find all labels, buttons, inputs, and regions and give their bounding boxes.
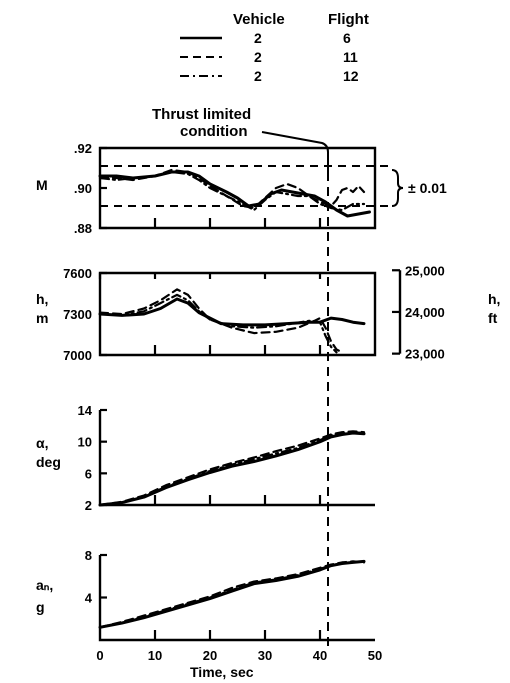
- y-tick-label: 6: [85, 466, 92, 481]
- secondary-tick-label: 23,000: [405, 347, 445, 362]
- secondary-tick-label: 25,000: [405, 263, 445, 278]
- legend-vehicle-value: 2: [254, 49, 262, 65]
- panel-axes: [98, 146, 377, 230]
- y-axis-label: g: [36, 599, 45, 615]
- legend-flight-value: 6: [343, 30, 351, 46]
- x-axis-label: Time, sec: [190, 664, 254, 680]
- y-axis-label: aₙ,: [36, 577, 53, 593]
- y-tick-label: 7600: [63, 266, 92, 281]
- legend-rows: 2 6 2 11 2 12: [180, 30, 359, 84]
- legend-flight-value: 11: [343, 49, 358, 65]
- y-axis-label: α,: [36, 435, 49, 451]
- series-line-flight-11: [98, 288, 344, 354]
- y-tick-label: .90: [74, 181, 92, 196]
- x-tick-label: 30: [258, 648, 272, 663]
- series-line-flight-12: [98, 431, 366, 507]
- x-tick-label: 40: [313, 648, 327, 663]
- panel-axes: [98, 555, 375, 642]
- panel-axes: [98, 271, 377, 357]
- legend-header-vehicle: Vehicle: [233, 11, 285, 28]
- x-tick-label: 50: [368, 648, 382, 663]
- x-tick-label: 20: [203, 648, 217, 663]
- y-tick-label: 2: [85, 498, 92, 513]
- legend-flight-value: 12: [343, 68, 359, 84]
- legend-vehicle-value: 2: [254, 68, 262, 84]
- panel-1: .92 .90 .88 M: [36, 141, 392, 236]
- y-tick-label: 7000: [63, 348, 92, 363]
- annotation-leader-line: [261, 131, 329, 172]
- chart-panels: .92 .90 .88 M 7600 7300 7000 h, m 25,000 24,000 23,…: [36, 141, 500, 642]
- panel-axes: [98, 410, 375, 507]
- band-label: ± 0.01: [408, 180, 447, 196]
- panel-2: 7600 7300 7000 h, m 25,000 24,000 23,000 h, ft: [36, 263, 500, 363]
- band-brace: [391, 169, 404, 207]
- secondary-axis-label: h,: [488, 291, 500, 307]
- panel-3: 14 10 6 2 α, deg: [36, 403, 375, 513]
- secondary-tick-label: 24,000: [405, 305, 445, 320]
- annotation-line1: Thrust limited: [152, 106, 251, 123]
- y-axis-label: m: [36, 310, 48, 326]
- series-line-flight-11: [98, 430, 366, 507]
- y-tick-label: .88: [74, 221, 92, 236]
- series-line-flight-12: [98, 293, 338, 354]
- series-line-flight-12: [98, 560, 366, 629]
- y-tick-label: .92: [74, 141, 92, 156]
- thrust-limited-annotation: Thrust limited condition ± 0.01: [152, 106, 447, 207]
- y-tick-label: 10: [78, 435, 92, 450]
- annotation-line2: condition: [180, 123, 248, 140]
- legend: Vehicle Flight 2 6 2 11 2 12: [180, 11, 369, 84]
- x-tick-label: 10: [148, 648, 162, 663]
- series-line-flight-11: [98, 168, 366, 210]
- y-tick-label: 4: [85, 591, 93, 606]
- series-line-flight-6: [98, 431, 366, 507]
- y-axis-label: h,: [36, 291, 48, 307]
- y-axis-label: M: [36, 177, 48, 193]
- series-line-flight-12: [98, 170, 366, 212]
- secondary-axis-label: ft: [488, 310, 498, 326]
- y-axis-label: deg: [36, 454, 61, 470]
- series-line-flight-6: [98, 297, 366, 327]
- legend-vehicle-value: 2: [254, 30, 262, 46]
- legend-header-flight: Flight: [328, 11, 369, 28]
- y-tick-label: 7300: [63, 307, 92, 322]
- y-tick-label: 14: [78, 403, 93, 418]
- y-tick-label: 8: [85, 548, 92, 563]
- x-axis-tick-labels: 0 10 20 30 40 50: [96, 648, 382, 663]
- x-tick-label: 0: [96, 648, 103, 663]
- panel-4: 8 4 aₙ, g: [36, 548, 375, 642]
